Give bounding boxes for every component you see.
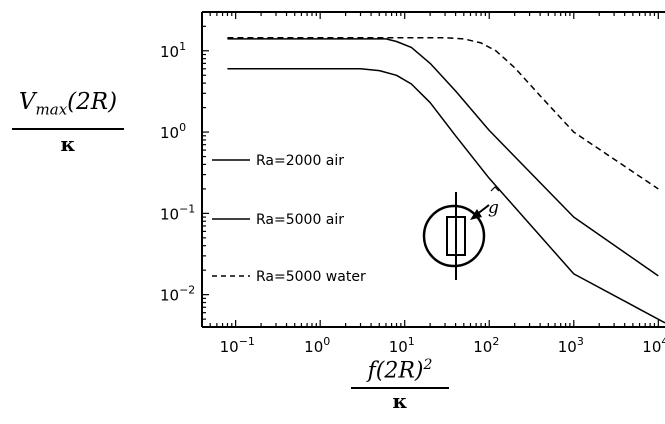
series-line-1: [227, 68, 665, 324]
cylinder-circle: [422, 204, 486, 268]
y-tick-label: 101: [160, 40, 186, 61]
x-tick-label: 100: [304, 335, 330, 356]
gravity-label: g: [488, 198, 499, 218]
y-tick-label: 10−1: [160, 202, 195, 223]
series-line-2: [227, 38, 659, 277]
x-tick-label: 10−1: [220, 335, 255, 356]
x-tick-label: 102: [473, 335, 499, 356]
y-tick-label: 10−2: [160, 284, 195, 305]
y-tick-label: 100: [160, 121, 186, 142]
gravity-arrowhead: [470, 209, 482, 220]
y-axis-label: Vmax(2R) κ: [8, 88, 128, 156]
series-line-3: [227, 36, 659, 190]
legend-label-1: Ra=2000 air: [256, 153, 344, 169]
data-series: [227, 36, 665, 324]
legend: Ra=2000 air Ra=5000 air Ra=5000 water: [212, 153, 366, 285]
inner-rectangle: [446, 216, 466, 256]
legend-label-3: Ra=5000 water: [256, 269, 366, 285]
x-tick-label: 103: [558, 335, 584, 356]
gravity-inset-diagram: g: [422, 186, 500, 280]
x-axis-label: f(2R)2 κ: [345, 352, 455, 412]
legend-label-2: Ra=5000 air: [256, 212, 344, 228]
x-tick-label: 104: [642, 335, 665, 356]
vector-hat: [490, 186, 500, 192]
